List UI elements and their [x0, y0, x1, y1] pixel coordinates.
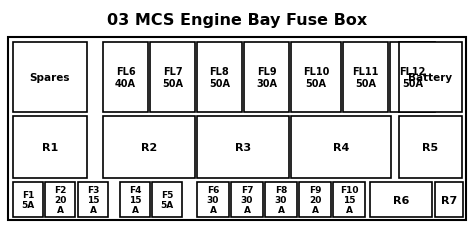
Bar [78, 182, 108, 217]
Bar [370, 182, 432, 217]
Bar [120, 182, 150, 217]
Text: FL11
50A: FL11 50A [352, 67, 379, 88]
Bar [291, 116, 391, 178]
Text: Spares: Spares [30, 73, 70, 83]
Text: R4: R4 [333, 142, 349, 152]
Bar [103, 116, 195, 178]
Text: F3
15
A: F3 15 A [87, 185, 99, 214]
Text: F2
20
A: F2 20 A [54, 185, 66, 214]
Text: R5: R5 [422, 142, 438, 152]
Text: 03 MCS Engine Bay Fuse Box: 03 MCS Engine Bay Fuse Box [107, 12, 367, 27]
Bar [152, 182, 182, 217]
Text: Battery: Battery [409, 73, 453, 83]
Bar [343, 43, 388, 112]
Text: FL7
50A: FL7 50A [162, 67, 183, 88]
Text: F7
30
A: F7 30 A [241, 185, 253, 214]
Bar [13, 182, 43, 217]
Text: R2: R2 [141, 142, 157, 152]
Text: F5
5A: F5 5A [160, 190, 173, 209]
Bar [299, 182, 331, 217]
Text: FL9
30A: FL9 30A [256, 67, 277, 88]
Text: FL10
50A: FL10 50A [303, 67, 329, 88]
Text: F6
30
A: F6 30 A [207, 185, 219, 214]
Bar [333, 182, 365, 217]
Bar [291, 43, 341, 112]
Bar [265, 182, 297, 217]
Text: F1
5A: F1 5A [21, 190, 35, 209]
Bar [231, 182, 263, 217]
Bar [150, 43, 195, 112]
Bar [244, 43, 289, 112]
Bar [399, 43, 462, 112]
Text: F10
15
A: F10 15 A [340, 185, 358, 214]
Text: FL6
40A: FL6 40A [115, 67, 136, 88]
Bar [399, 116, 462, 178]
Bar [197, 182, 229, 217]
Text: FL12
50A: FL12 50A [399, 67, 426, 88]
Text: R7: R7 [441, 195, 457, 205]
Bar [197, 43, 242, 112]
Text: R1: R1 [42, 142, 58, 152]
Text: FL8
50A: FL8 50A [209, 67, 230, 88]
Bar [8, 38, 466, 220]
Bar [435, 182, 463, 217]
Text: F8
30
A: F8 30 A [275, 185, 287, 214]
Bar [13, 116, 87, 178]
Bar [103, 43, 148, 112]
Text: R6: R6 [393, 195, 409, 205]
Bar [197, 116, 289, 178]
Text: R3: R3 [235, 142, 251, 152]
Text: F4
15
A: F4 15 A [129, 185, 141, 214]
Bar [390, 43, 435, 112]
Bar [45, 182, 75, 217]
Bar [13, 43, 87, 112]
Text: F9
20
A: F9 20 A [309, 185, 321, 214]
